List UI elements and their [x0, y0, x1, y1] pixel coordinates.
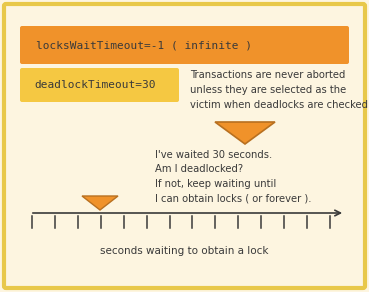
FancyBboxPatch shape: [20, 68, 179, 102]
Polygon shape: [82, 196, 118, 210]
Text: seconds waiting to obtain a lock: seconds waiting to obtain a lock: [100, 246, 269, 256]
Polygon shape: [215, 122, 275, 144]
FancyBboxPatch shape: [20, 26, 349, 64]
FancyBboxPatch shape: [4, 4, 365, 288]
Text: Transactions are never aborted
unless they are selected as the
victim when deadl: Transactions are never aborted unless th…: [190, 70, 369, 110]
Text: deadlockTimeout=30: deadlockTimeout=30: [34, 80, 155, 90]
Text: I've waited 30 seconds.
Am I deadlocked?
If not, keep waiting until
I can obtain: I've waited 30 seconds. Am I deadlocked?…: [155, 150, 311, 203]
Text: locksWaitTimeout=-1 ( infinite ): locksWaitTimeout=-1 ( infinite ): [36, 40, 252, 50]
